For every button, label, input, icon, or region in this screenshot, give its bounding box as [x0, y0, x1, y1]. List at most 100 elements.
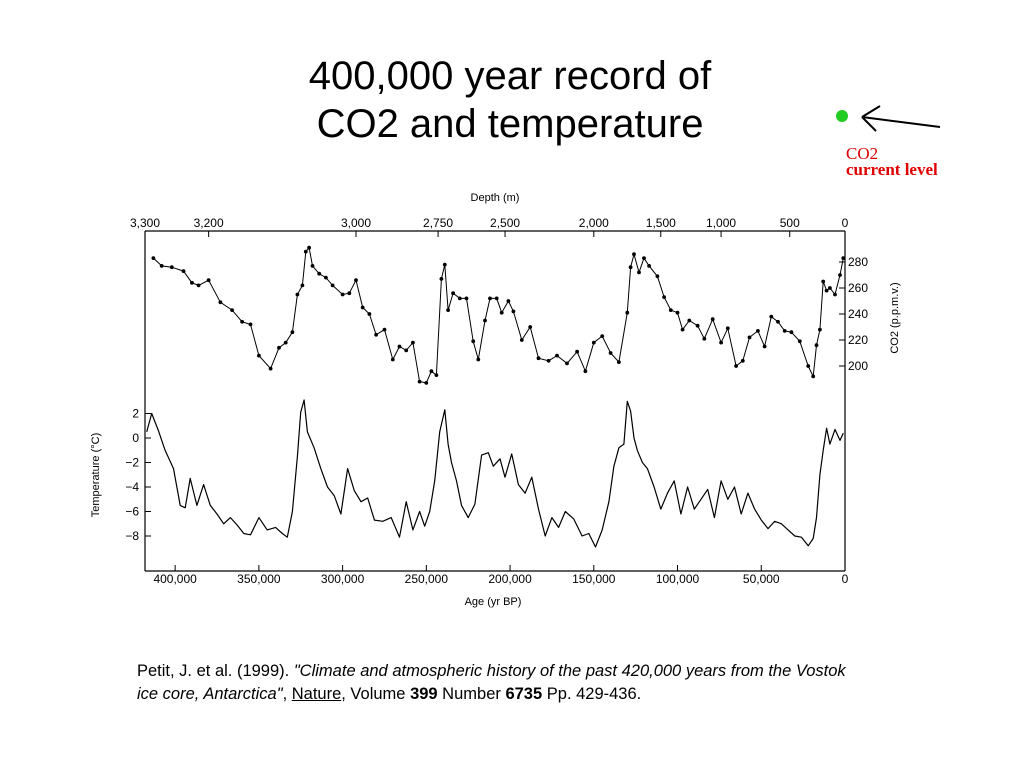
- co2-data-point: [776, 319, 780, 324]
- co2-data-point: [637, 270, 641, 275]
- depth-tick-label: 3,000: [341, 216, 371, 230]
- age-tick-label: 50,000: [743, 572, 780, 586]
- co2-data-point: [397, 344, 402, 349]
- co2-data-point: [488, 296, 492, 301]
- co2-data-point: [797, 339, 802, 344]
- co2-data-point: [404, 348, 409, 353]
- co2-data-point: [476, 357, 481, 362]
- title-line-1: 400,000 year record of: [308, 54, 712, 98]
- citation-pages: Pp. 429-436.: [542, 685, 642, 703]
- co2-data-point: [608, 351, 613, 355]
- co2-current-level-annotation: CO2 current level: [846, 145, 938, 179]
- citation-number: 6735: [505, 685, 543, 703]
- co2-data-point: [218, 300, 223, 305]
- depth-tick-label: 2,750: [423, 216, 453, 230]
- depth-tick-label: 3,200: [194, 216, 224, 230]
- co2-data-point: [811, 374, 816, 379]
- co2-data-point: [710, 317, 715, 322]
- co2-axis: 200 220 240 260 280: [839, 255, 868, 373]
- co2-data-point: [695, 323, 700, 328]
- temperature-tick-label: −2: [125, 456, 139, 470]
- co2-data-point: [782, 329, 787, 333]
- depth-tick-label: 500: [780, 216, 800, 230]
- citation-authors: Petit, J. et al. (1999).: [137, 662, 294, 680]
- co2-series-line: [153, 246, 844, 384]
- depth-tick-label: 2,000: [579, 216, 609, 230]
- co2-data-point: [642, 256, 646, 260]
- co2-data-point: [367, 312, 372, 316]
- co2-data-point: [429, 369, 434, 374]
- co2-data-point: [546, 358, 551, 363]
- co2-data-point: [675, 310, 680, 315]
- co2-data-point: [687, 318, 692, 323]
- annotation-current-level-label: current level: [846, 160, 938, 179]
- co2-data-point: [625, 310, 630, 315]
- co2-data-point: [536, 356, 541, 361]
- depth-tick-label: 1,000: [706, 216, 736, 230]
- co2-data-point: [324, 275, 328, 280]
- title-line-2: CO2 and temperature: [316, 102, 704, 146]
- co2-data-point: [457, 296, 462, 301]
- age-tick-label: 350,000: [237, 572, 281, 586]
- co2-data-point: [662, 295, 666, 299]
- age-tick-label: 300,000: [321, 572, 365, 586]
- co2-data-point: [655, 274, 660, 279]
- co2-data-point: [762, 344, 767, 349]
- co2-data-point: [169, 265, 174, 270]
- co2-tick-label: 280: [848, 255, 868, 269]
- co2-data-point: [317, 271, 322, 276]
- co2-data-point: [719, 340, 723, 345]
- co2-data-point: [307, 245, 311, 250]
- co2-data-point: [628, 265, 633, 270]
- co2-data-point: [268, 366, 273, 371]
- co2-data-point: [196, 283, 201, 288]
- co2-data-point: [283, 340, 288, 345]
- citation-volume-label: , Volume: [341, 685, 411, 703]
- co2-axis-title: CO2 (p.p.m.v.): [889, 282, 901, 353]
- co2-data-point: [190, 280, 194, 285]
- age-tick-label: 100,000: [656, 572, 700, 586]
- age-tick-label: 400,000: [153, 572, 197, 586]
- left-arrow-icon: [861, 105, 941, 132]
- co2-data-point: [747, 335, 752, 340]
- depth-tick-label: 1,500: [646, 216, 676, 230]
- co2-data-point: [725, 326, 730, 331]
- co2-data-point: [446, 308, 450, 312]
- co2-data-point: [499, 310, 504, 315]
- co2-data-point: [451, 291, 455, 296]
- citation-journal-link[interactable]: Nature: [291, 685, 342, 703]
- co2-data-point: [734, 364, 738, 368]
- co2-data-point: [769, 314, 774, 319]
- temperature-tick-label: 2: [132, 407, 139, 421]
- co2-data-point: [617, 360, 621, 364]
- co2-data-point: [583, 369, 588, 374]
- co2-data-point: [575, 349, 579, 354]
- depth-axis: 3,300 3,200 3,000 2,750 2,500 2,000 1,500 1,000…: [130, 216, 849, 237]
- co2-data-point: [833, 292, 837, 297]
- co2-data-point: [290, 330, 295, 335]
- co2-data-point: [680, 327, 685, 332]
- co2-data-point: [511, 309, 516, 314]
- co2-data-point: [519, 338, 524, 342]
- co2-data-point: [506, 299, 511, 303]
- co2-data-point: [828, 286, 832, 290]
- co2-data-point: [382, 327, 387, 332]
- co2-data-point: [668, 308, 673, 312]
- co2-data-point: [494, 296, 499, 301]
- co2-data-point: [818, 327, 822, 332]
- co2-data-point: [354, 278, 358, 283]
- co2-data-point: [181, 269, 186, 273]
- co2-data-point: [230, 308, 235, 312]
- age-tick-label: 0: [842, 572, 849, 586]
- age-axis-title: Age (yr BP): [465, 596, 522, 608]
- co2-tick-label: 220: [848, 333, 868, 347]
- co2-data-point: [814, 343, 819, 348]
- co2-data-point: [248, 322, 253, 327]
- co2-data-point: [374, 332, 378, 337]
- co2-data-point: [151, 256, 156, 260]
- co2-data-point: [591, 340, 596, 345]
- temperature-axis-title: Temperature (°C): [90, 433, 102, 517]
- co2-data-point: [257, 353, 261, 358]
- co2-data-point: [347, 291, 352, 296]
